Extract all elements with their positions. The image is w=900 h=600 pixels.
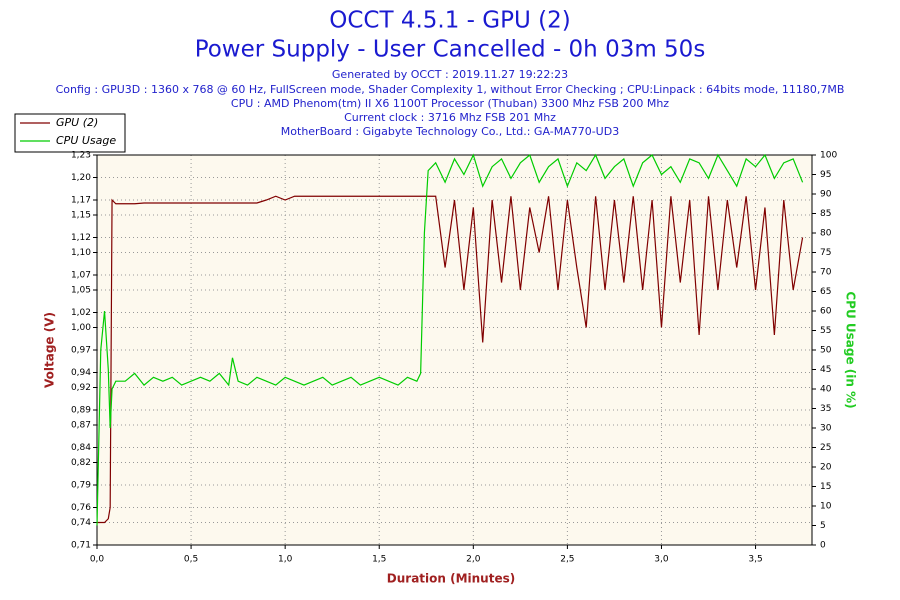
legend-label: GPU (2) (56, 116, 98, 129)
legend: GPU (2) CPU Usage (14, 113, 126, 153)
y2-tick-label: 80 (820, 229, 832, 239)
x-tick-label: 0,5 (184, 555, 198, 565)
y2-tick-label: 95 (820, 170, 831, 180)
info-line: Generated by OCCT : 2019.11.27 19:22:23 (332, 68, 568, 81)
legend-box (14, 113, 126, 153)
y2-tick-label: 40 (820, 385, 832, 395)
y-tick-label: 0,87 (71, 421, 91, 431)
y-tick-label: 0,84 (71, 443, 91, 453)
data-line (97, 195, 804, 524)
y2-tick-label: 65 (820, 287, 831, 297)
y2-tick-label: 10 (820, 502, 832, 512)
y-tick-label: 0,79 (71, 481, 91, 491)
y-tick-label: 1,05 (71, 286, 91, 296)
info-line: CPU : AMD Phenom(tm) II X6 1100T Process… (231, 97, 669, 110)
y-tick-label: 1,00 (71, 323, 91, 333)
x-axis-label: Duration (Minutes) (387, 572, 515, 586)
chart-title: OCCT 4.5.1 - GPU (2) (329, 8, 570, 34)
y2-tick-label: 5 (820, 521, 826, 531)
y2-tick-label: 55 (820, 326, 831, 336)
y2-tick-label: 25 (820, 443, 831, 453)
y-tick-label: 1,07 (71, 271, 91, 281)
y-tick-label: 0,71 (71, 541, 91, 551)
y-tick-label: 0,76 (71, 503, 91, 513)
y2-tick-label: 60 (820, 307, 832, 317)
x-tick-label: 0,0 (90, 555, 105, 565)
y-axis-label: Voltage (V) (43, 312, 57, 388)
chart-subtitle: Power Supply - User Cancelled - 0h 03m 5… (195, 37, 706, 63)
y2-tick-label: 30 (820, 424, 832, 434)
y-tick-label: 0,74 (71, 518, 91, 528)
x-tick-label: 1,0 (278, 555, 293, 565)
info-line: Current clock : 3716 Mhz FSB 201 Mhz (344, 111, 556, 124)
x-tick-label: 3,5 (748, 555, 762, 565)
y-tick-label: 0,82 (71, 458, 91, 468)
y2-tick-label: 45 (820, 365, 831, 375)
y-tick-label: 0,94 (71, 368, 91, 378)
y2-tick-label: 15 (820, 482, 831, 492)
plot-area (97, 155, 812, 545)
y2-tick-label: 75 (820, 248, 831, 258)
y2-tick-label: 0 (820, 541, 826, 551)
y-tick-label: 1,10 (71, 248, 91, 258)
x-tick-label: 1,5 (372, 555, 386, 565)
y2-tick-label: 70 (820, 268, 832, 278)
y-tick-label: 1,20 (71, 173, 91, 183)
plot-frame (96, 154, 813, 546)
y2-tick-label: 100 (820, 151, 837, 161)
x-tick-label: 2,5 (560, 555, 574, 565)
info-line: MotherBoard : Gigabyte Technology Co., L… (281, 125, 619, 138)
legend-label: CPU Usage (56, 134, 116, 147)
y-tick-label: 0,92 (71, 383, 91, 393)
y2-tick-label: 20 (820, 463, 832, 473)
y2-tick-label: 50 (820, 346, 832, 356)
info-line: Config : GPU3D : 1360 x 768 @ 60 Hz, Ful… (56, 83, 845, 96)
y2-tick-label: 85 (820, 209, 831, 219)
y-tick-label: 1,17 (71, 196, 91, 206)
y-tick-label: 0,89 (71, 406, 91, 416)
x-tick-label: 2,0 (466, 555, 481, 565)
y-tick-label: 1,02 (71, 308, 91, 318)
y-tick-label: 1,15 (71, 211, 91, 221)
y2-axis-label: CPU Usage (in %) (844, 291, 858, 408)
x-tick-label: 3,0 (654, 555, 669, 565)
y-tick-label: 0,97 (71, 346, 91, 356)
y-tick-label: 1,23 (71, 151, 91, 161)
data-line (96, 153, 804, 526)
y-tick-label: 1,12 (71, 233, 91, 243)
y2-tick-label: 35 (820, 404, 831, 414)
y2-tick-label: 90 (820, 190, 832, 200)
